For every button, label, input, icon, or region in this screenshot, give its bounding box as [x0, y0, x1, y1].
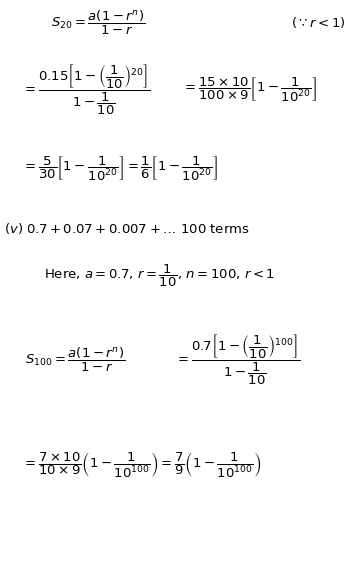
Text: Here, $a = 0.7$, $r = \dfrac{1}{10}$, $n = 100$, $r < 1$: Here, $a = 0.7$, $r = \dfrac{1}{10}$, $n… — [44, 263, 275, 289]
Text: $(\because r < 1)$: $(\because r < 1)$ — [291, 15, 346, 30]
Text: $S_{100} = \dfrac{a(1-r^n)}{1-r}$: $S_{100} = \dfrac{a(1-r^n)}{1-r}$ — [25, 346, 126, 374]
Text: $= \dfrac{15\times10}{100\times9}\left[1-\dfrac{1}{10^{20}}\right]$: $= \dfrac{15\times10}{100\times9}\left[1… — [182, 76, 317, 104]
Text: $= \dfrac{5}{30}\left[1-\dfrac{1}{10^{20}}\right] = \dfrac{1}{6}\left[1-\dfrac{1: $= \dfrac{5}{30}\left[1-\dfrac{1}{10^{20… — [22, 155, 218, 183]
Text: $= \dfrac{0.7\left[1-\left(\dfrac{1}{10}\right)^{100}\right]}{1-\dfrac{1}{10}}$: $= \dfrac{0.7\left[1-\left(\dfrac{1}{10}… — [175, 333, 300, 387]
Text: $S_{20} = \dfrac{a(1-r^n)}{1-r}$: $S_{20} = \dfrac{a(1-r^n)}{1-r}$ — [51, 8, 145, 37]
Text: $= \dfrac{7\times10}{10\times9}\left(1-\dfrac{1}{10^{100}}\right) = \dfrac{7}{9}: $= \dfrac{7\times10}{10\times9}\left(1-\… — [22, 450, 261, 479]
Text: $(v)$ $0.7 + 0.07 + 0.007 + \ldots$ $100$ terms: $(v)$ $0.7 + 0.07 + 0.007 + \ldots$ $100… — [4, 221, 249, 235]
Text: $= \dfrac{0.15\left[1-\left(\dfrac{1}{10}\right)^{20}\right]}{1-\dfrac{1}{10}}$: $= \dfrac{0.15\left[1-\left(\dfrac{1}{10… — [22, 63, 151, 117]
